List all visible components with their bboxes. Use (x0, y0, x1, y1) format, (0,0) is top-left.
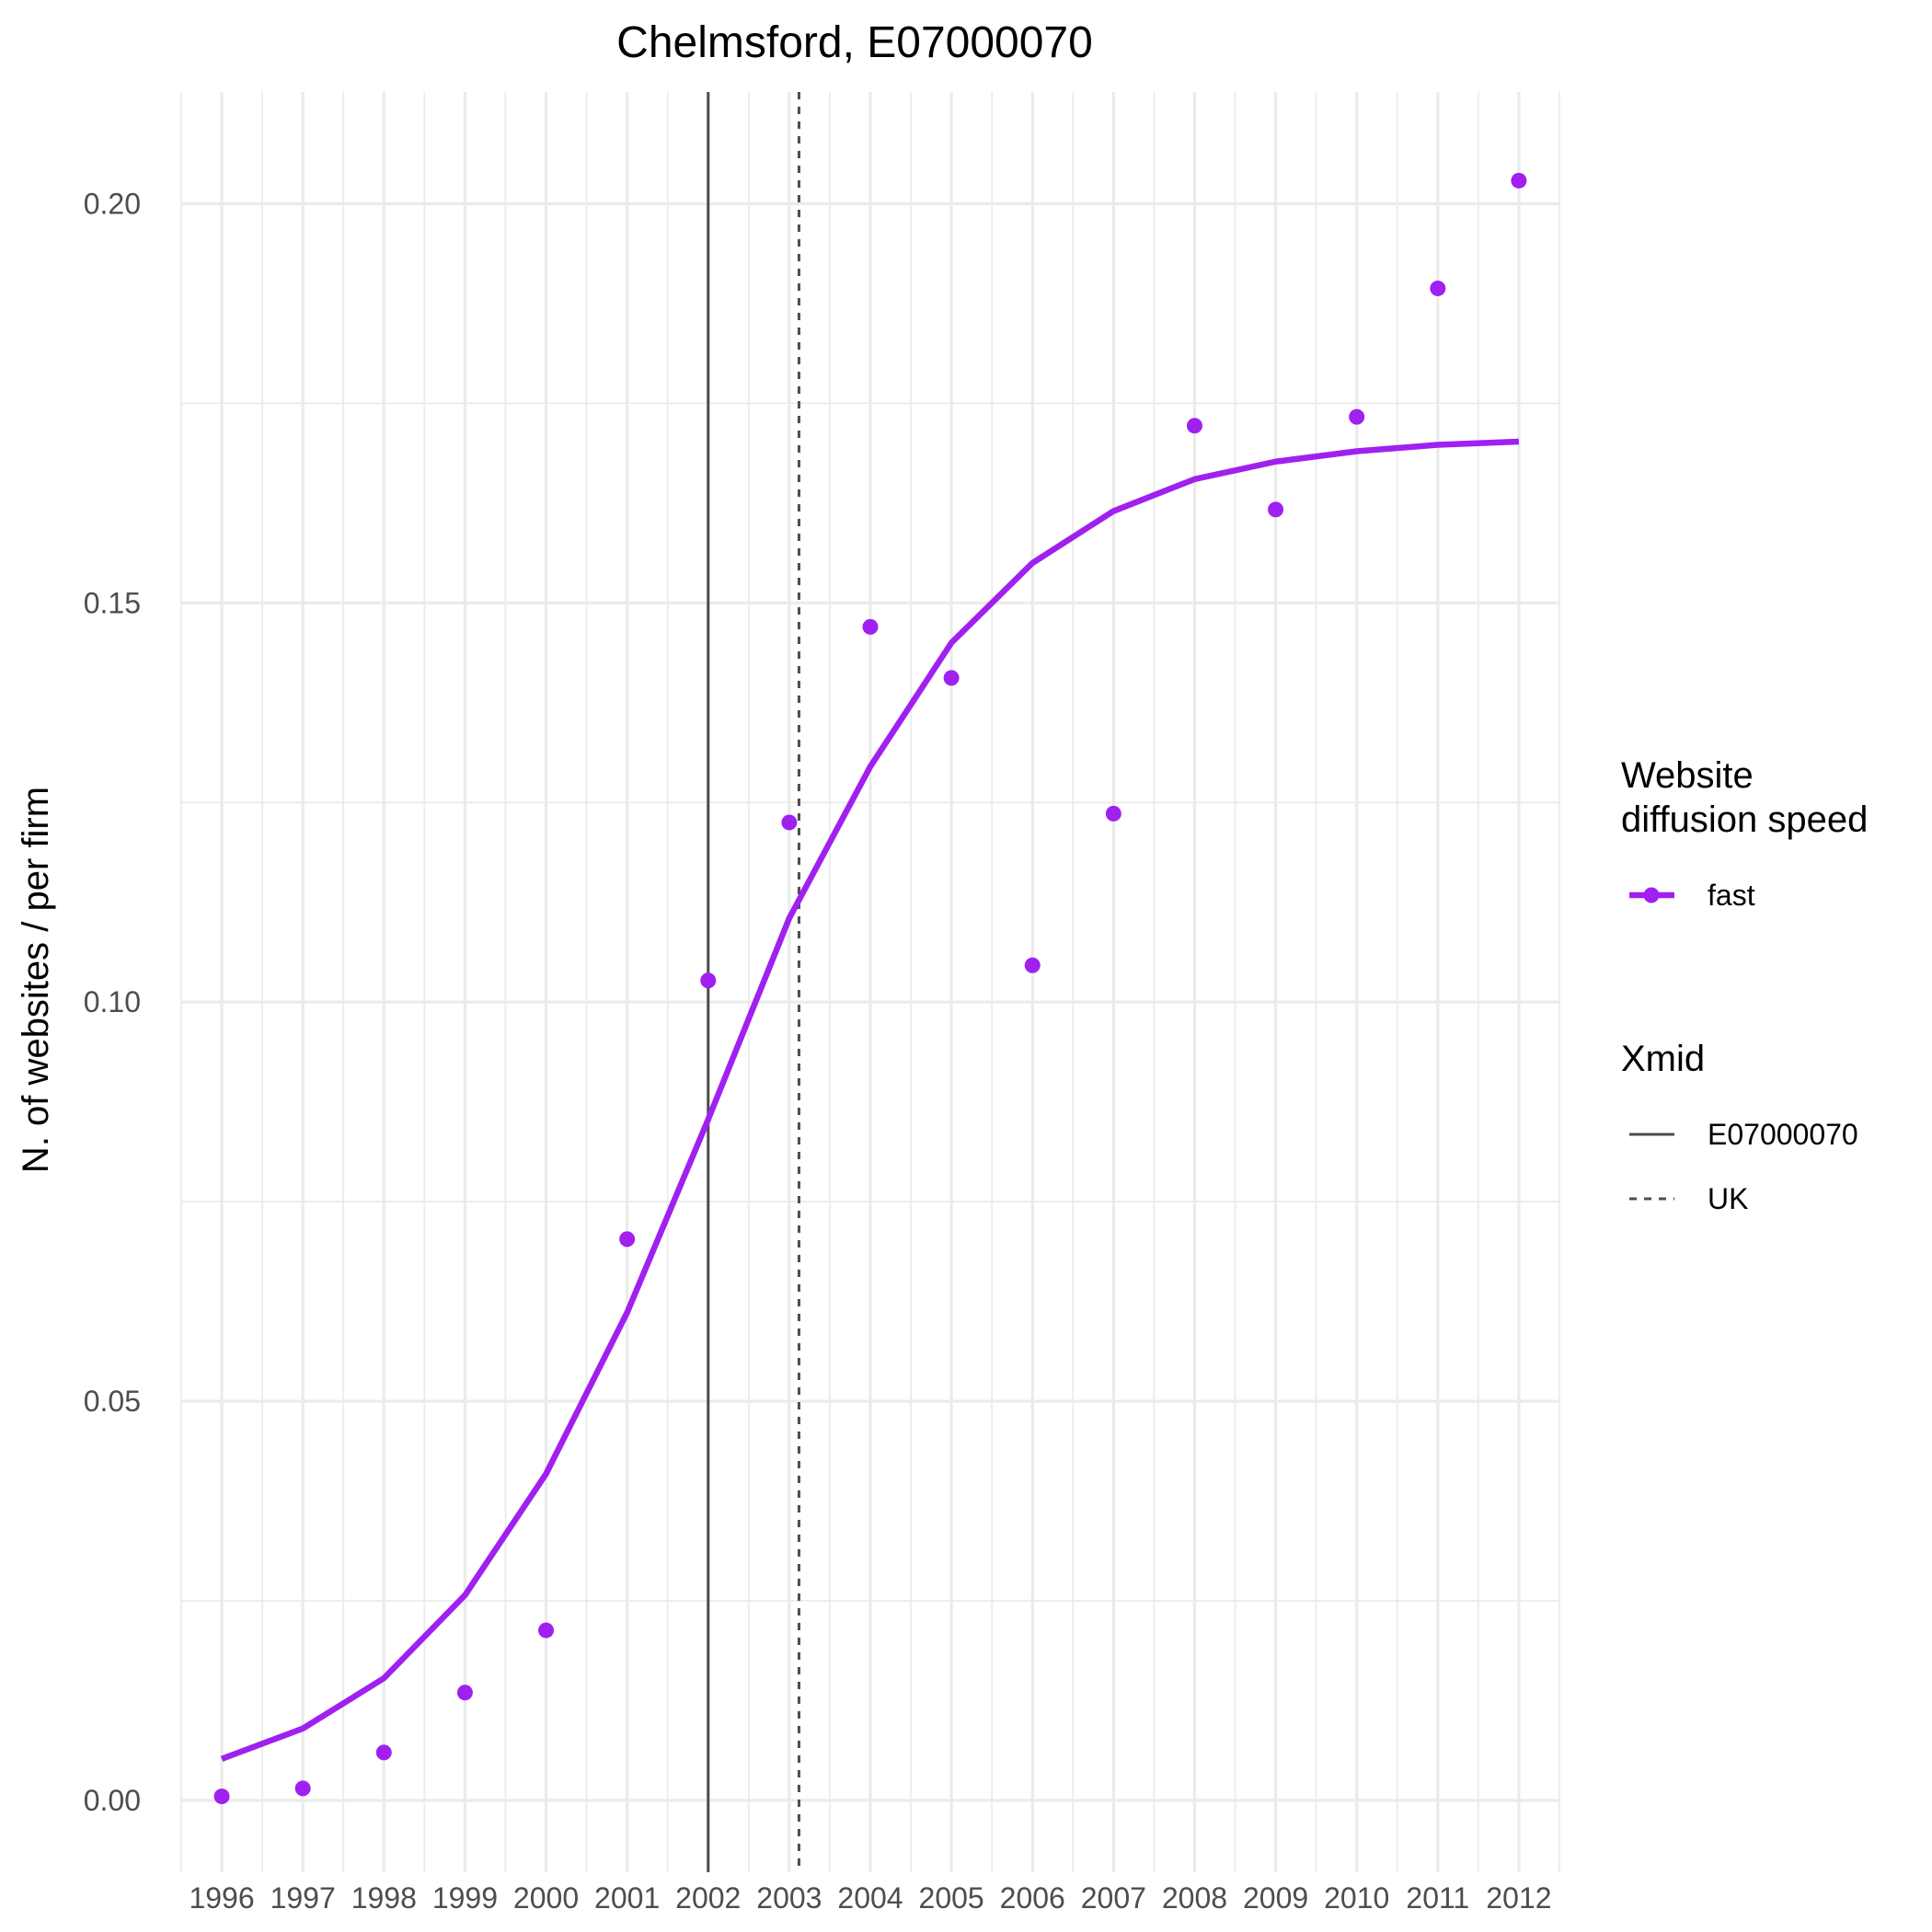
data-point (943, 670, 960, 686)
legend-item-label: E07000070 (1708, 1118, 1858, 1151)
data-point (1349, 408, 1365, 425)
x-tick-label: 1999 (432, 1881, 498, 1915)
x-tick-label: 2006 (1000, 1881, 1065, 1915)
x-tick-label: 1997 (270, 1881, 336, 1915)
reference-lines (707, 92, 800, 1872)
series-fitted-line (220, 438, 1520, 1762)
y-tick-label: 0.10 (84, 985, 141, 1018)
data-point (1186, 418, 1202, 434)
legend-title: diffusion speed (1621, 799, 1868, 840)
x-tick-label: 2012 (1486, 1881, 1551, 1915)
data-point (619, 1231, 636, 1248)
x-tick-label: 2008 (1162, 1881, 1227, 1915)
grid (180, 92, 1560, 1872)
x-tick-label: 1996 (189, 1881, 254, 1915)
data-point (213, 1788, 230, 1805)
data-point (781, 814, 798, 831)
x-tick-label: 2009 (1243, 1881, 1308, 1915)
data-point (862, 618, 879, 635)
legend-title: Xmid (1621, 1039, 1705, 1079)
x-tick-label: 2002 (675, 1881, 741, 1915)
y-tick-label: 0.00 (84, 1784, 141, 1817)
series-layer (213, 172, 1527, 1805)
legend-title: Website (1621, 755, 1754, 796)
axis-labels: 0.00 0.05 0.10 0.15 0.20 1996 1997 1998 1999 2000… (84, 187, 1552, 1915)
data-point (538, 1622, 555, 1639)
data-point (1268, 501, 1284, 518)
data-point (1430, 280, 1446, 296)
legend-key-point (1643, 887, 1660, 903)
x-tick-label: 2005 (919, 1881, 984, 1915)
data-point (375, 1744, 392, 1761)
x-tick-label: 2001 (594, 1881, 660, 1915)
x-tick-label: 2003 (756, 1881, 822, 1915)
legend-item-label: UK (1708, 1182, 1748, 1215)
chart-title: Chelmsford, E07000070 (616, 18, 1093, 67)
y-axis-title: N. of websites / per firm (16, 787, 56, 1173)
legend-item-label: fast (1708, 879, 1755, 912)
x-tick-label: 2011 (1406, 1881, 1469, 1915)
y-tick-label: 0.05 (84, 1385, 141, 1418)
data-point (456, 1685, 473, 1701)
x-tick-label: 2004 (837, 1881, 903, 1915)
x-tick-label: 2007 (1081, 1881, 1146, 1915)
y-tick-label: 0.15 (84, 586, 141, 619)
data-point (1511, 172, 1527, 189)
x-tick-label: 1998 (351, 1881, 417, 1915)
y-tick-label: 0.20 (84, 187, 141, 220)
data-point (1024, 957, 1041, 973)
data-point (294, 1780, 311, 1797)
x-tick-label: 2010 (1324, 1881, 1389, 1915)
data-point (1105, 805, 1121, 822)
data-point (700, 972, 717, 989)
x-tick-label: 2000 (513, 1881, 579, 1915)
